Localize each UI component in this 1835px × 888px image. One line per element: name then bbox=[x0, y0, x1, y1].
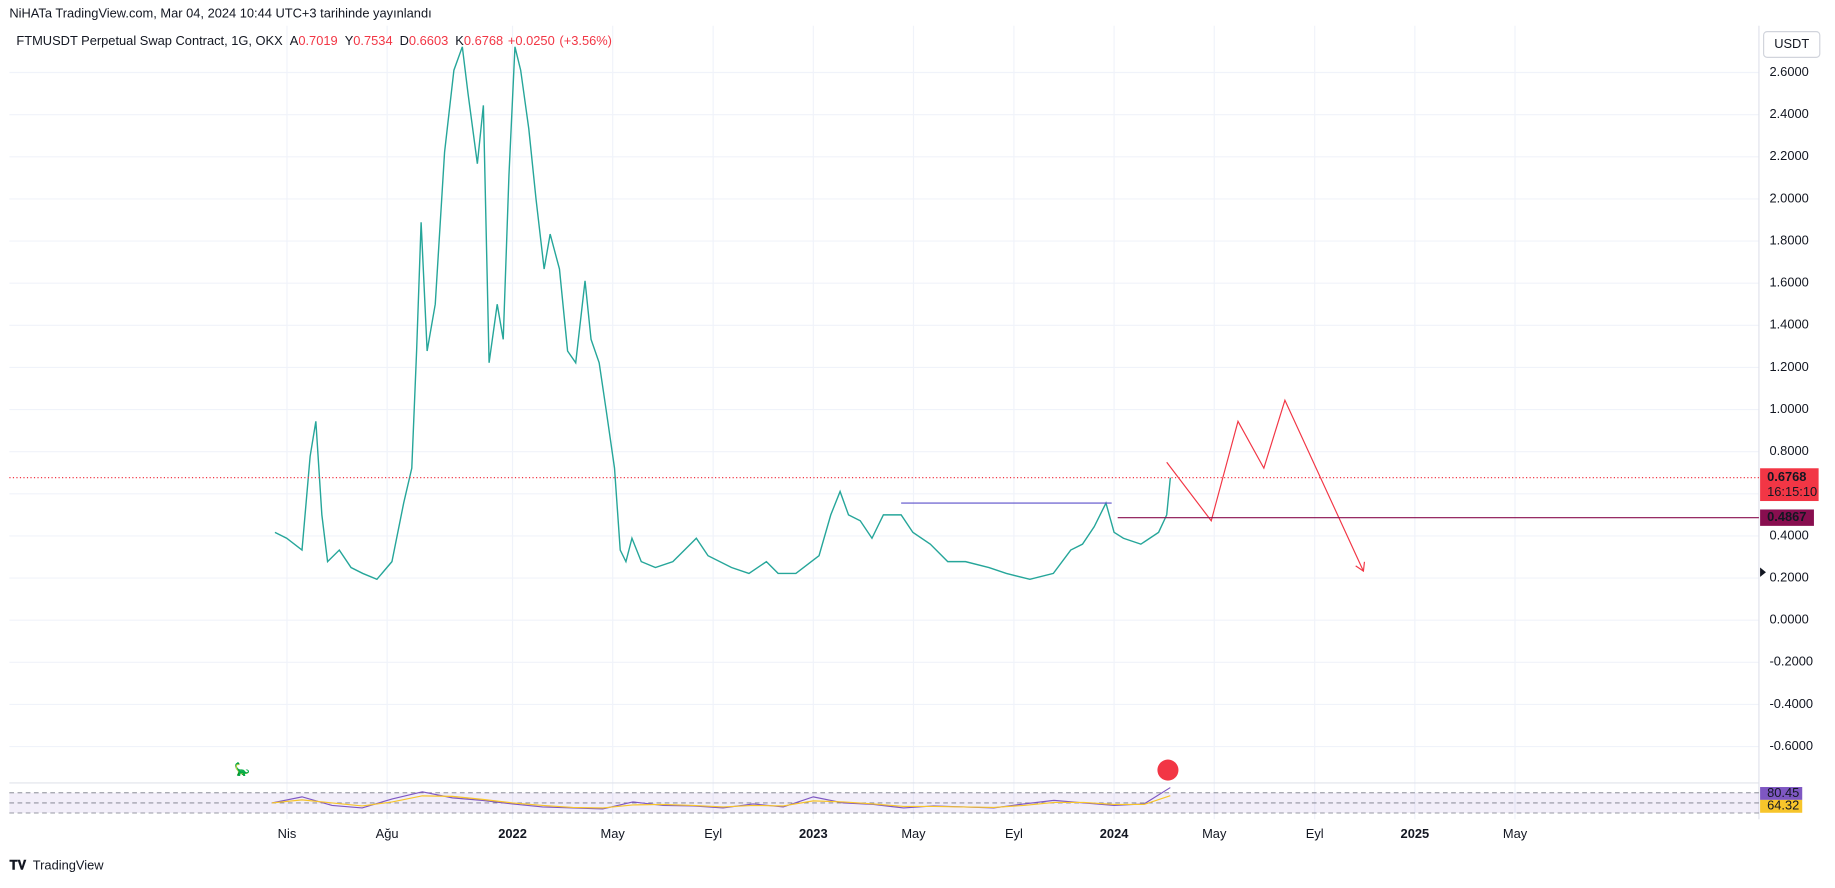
rsi-line bbox=[271, 795, 1171, 809]
brand: TradingView bbox=[33, 857, 104, 872]
y-tick-label: 0.0000 bbox=[1769, 612, 1808, 627]
y-tick-label: 0.4000 bbox=[1769, 527, 1808, 542]
countdown: 16:15:10 bbox=[1767, 484, 1817, 499]
change: +0.0250 bbox=[508, 34, 555, 49]
x-tick-label: May bbox=[1202, 826, 1227, 841]
y-tick-label: 1.8000 bbox=[1769, 232, 1808, 247]
x-tick-label: May bbox=[901, 826, 926, 841]
y-tick-label: 0.2000 bbox=[1769, 569, 1808, 584]
x-tick-label: Eyl bbox=[1005, 826, 1023, 841]
currency-box[interactable] bbox=[1763, 31, 1821, 58]
x-tick-label: 2024 bbox=[1100, 826, 1129, 841]
rsi-label: 64.32 bbox=[1767, 798, 1799, 813]
symbol-header: FTMUSDT Perpetual Swap Contract, 1G, OKX… bbox=[16, 34, 612, 49]
y-tick-label: 2.6000 bbox=[1769, 64, 1808, 79]
x-tick-label: Eyl bbox=[1306, 826, 1324, 841]
level-label-box bbox=[1760, 509, 1814, 526]
y-tick-label: 1.0000 bbox=[1769, 401, 1808, 416]
price-line bbox=[274, 46, 1172, 581]
x-tick-label: May bbox=[1503, 826, 1528, 841]
rsi-band bbox=[9, 792, 1759, 813]
ohlc-label: Y bbox=[345, 34, 354, 49]
y-tick-label: 1.6000 bbox=[1769, 275, 1808, 290]
y-tick-label: -0.4000 bbox=[1769, 696, 1813, 711]
x-tick-label: Ağu bbox=[376, 826, 399, 841]
ohlc-value: 0.6768 bbox=[464, 34, 503, 49]
drawing-line bbox=[1166, 398, 1364, 572]
x-tick-label: Nis bbox=[278, 826, 297, 841]
x-tick-label: 2023 bbox=[799, 826, 828, 841]
arrow-head bbox=[1355, 561, 1366, 573]
dino-icon: 🦕 bbox=[234, 761, 250, 776]
brand-logo: 𝐓𝐕 bbox=[9, 857, 26, 872]
ohlc-label: K bbox=[455, 34, 464, 49]
rsi-line bbox=[271, 787, 1171, 810]
rsi-label-box bbox=[1760, 799, 1803, 813]
y-tick-label: -0.2000 bbox=[1769, 654, 1813, 669]
rsi-label-box bbox=[1760, 787, 1803, 800]
scroll-marker bbox=[1760, 567, 1766, 577]
change-pct: (+3.56%) bbox=[559, 34, 612, 49]
y-tick-label: 2.0000 bbox=[1769, 190, 1808, 205]
rsi-label: 80.45 bbox=[1767, 785, 1799, 800]
y-tick-label: 2.4000 bbox=[1769, 106, 1808, 121]
symbol: FTMUSDT Perpetual Swap Contract, 1G, OKX bbox=[16, 34, 283, 49]
ohlc-label: A bbox=[290, 34, 299, 49]
level-label: 0.4867 bbox=[1767, 509, 1806, 524]
y-tick-label: 1.2000 bbox=[1769, 359, 1808, 374]
ohlc-value: 0.7019 bbox=[298, 34, 337, 49]
y-tick-label: 2.2000 bbox=[1769, 148, 1808, 163]
y-tick-label: 0.8000 bbox=[1769, 443, 1808, 458]
currency[interactable]: USDT bbox=[1774, 36, 1809, 51]
watermark: NiHATa TradingView.com, Mar 04, 2024 10:… bbox=[9, 5, 431, 20]
x-tick-label: 2025 bbox=[1401, 826, 1430, 841]
x-tick-label: May bbox=[601, 826, 626, 841]
ohlc-value: 0.7534 bbox=[353, 34, 392, 49]
y-tick-label: -0.6000 bbox=[1769, 738, 1813, 753]
ohlc-value: 0.6603 bbox=[409, 34, 448, 49]
grid bbox=[9, 25, 1759, 820]
last-price-box bbox=[1760, 468, 1819, 502]
last-price-label: 0.6768 bbox=[1767, 469, 1806, 484]
ohlc-label: D bbox=[400, 34, 409, 49]
x-tick-label: Eyl bbox=[704, 826, 722, 841]
y-tick-label: 1.4000 bbox=[1769, 317, 1808, 332]
x-tick-label: 2022 bbox=[498, 826, 527, 841]
flag-icon[interactable] bbox=[1157, 759, 1179, 781]
